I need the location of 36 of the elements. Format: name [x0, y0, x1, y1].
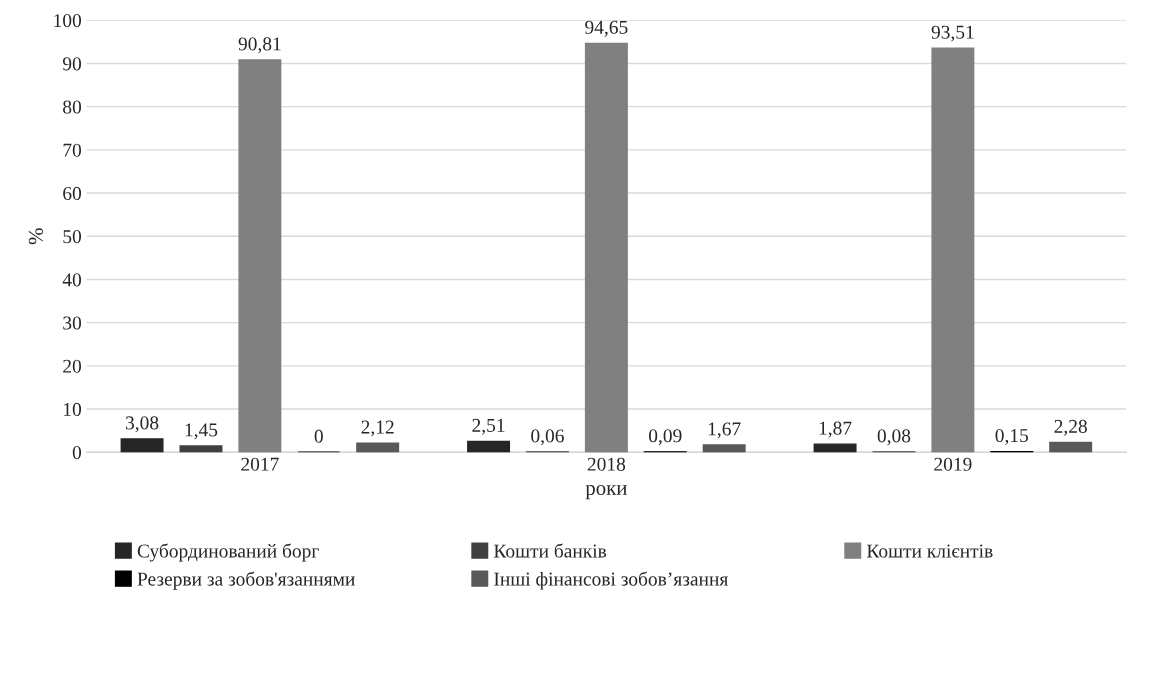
- data-label: 0: [314, 429, 323, 443]
- data-label: 2,51: [472, 418, 505, 435]
- data-label: 0,15: [995, 428, 1029, 445]
- data-label: 1,67: [708, 422, 741, 439]
- data-label: 0,08: [877, 429, 911, 446]
- x-tick-label: 2017: [241, 457, 279, 471]
- x-axis-title: роки: [585, 484, 627, 500]
- data-label: 93,51: [931, 25, 974, 42]
- x-tick-label: 2019: [934, 457, 972, 471]
- y-axis-title: %: [28, 228, 43, 245]
- legend-label: Кошти банків: [493, 543, 607, 558]
- y-tick-label: 70: [63, 143, 82, 157]
- y-tick-label: 0: [72, 446, 82, 460]
- data-label: 3,08: [125, 416, 159, 433]
- data-label: 94,65: [585, 20, 628, 37]
- legend-label: Резерви за зобов'язаннями: [137, 571, 355, 590]
- data-label: 2,12: [361, 420, 394, 437]
- y-tick-label: 50: [63, 230, 82, 244]
- y-tick-label: 20: [63, 359, 82, 373]
- data-label: 1,45: [185, 423, 218, 440]
- y-tick-label: 100: [54, 14, 82, 28]
- data-label: 0,09: [649, 429, 682, 446]
- y-tick-label: 30: [63, 316, 82, 330]
- y-tick-label: 10: [64, 402, 82, 416]
- y-tick-label: 80: [63, 100, 82, 114]
- y-tick-label: 60: [63, 186, 82, 200]
- legend-label: Субординований борг: [137, 543, 319, 562]
- legend-label: Кошти клієнтів: [866, 544, 993, 558]
- y-tick-label: 90: [62, 57, 82, 71]
- x-tick-label: 2018: [587, 457, 626, 471]
- data-label: 90,81: [238, 37, 281, 54]
- data-label: 0,06: [531, 429, 564, 446]
- y-tick-label: 40: [62, 273, 82, 287]
- data-label: 2,28: [1054, 419, 1087, 436]
- data-label: 1,87: [819, 421, 852, 438]
- legend-label: Інші фінансові зобов’язання: [494, 571, 728, 590]
